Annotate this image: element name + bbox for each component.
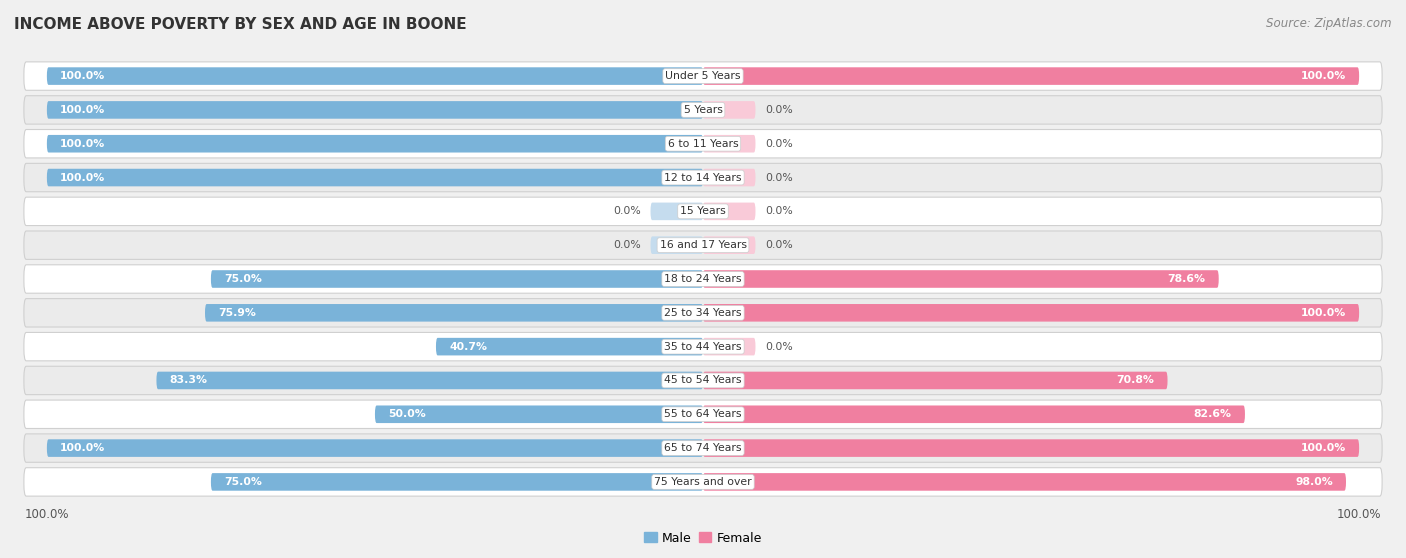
FancyBboxPatch shape <box>703 68 1360 85</box>
Legend: Male, Female: Male, Female <box>640 527 766 550</box>
FancyBboxPatch shape <box>46 135 703 152</box>
FancyBboxPatch shape <box>24 434 1382 462</box>
Text: 82.6%: 82.6% <box>1194 409 1232 419</box>
Text: 15 Years: 15 Years <box>681 206 725 217</box>
Text: 0.0%: 0.0% <box>765 105 793 115</box>
Text: 100.0%: 100.0% <box>60 443 105 453</box>
Text: 75.0%: 75.0% <box>224 477 262 487</box>
Text: 75.0%: 75.0% <box>224 274 262 284</box>
FancyBboxPatch shape <box>375 406 703 423</box>
Text: 100.0%: 100.0% <box>60 139 105 149</box>
FancyBboxPatch shape <box>703 270 1219 288</box>
FancyBboxPatch shape <box>703 473 1346 490</box>
FancyBboxPatch shape <box>703 304 1360 321</box>
FancyBboxPatch shape <box>46 101 703 119</box>
FancyBboxPatch shape <box>703 203 755 220</box>
Text: 100.0%: 100.0% <box>1301 71 1346 81</box>
Text: 16 and 17 Years: 16 and 17 Years <box>659 240 747 250</box>
FancyBboxPatch shape <box>703 237 755 254</box>
FancyBboxPatch shape <box>211 473 703 490</box>
Text: 0.0%: 0.0% <box>613 240 641 250</box>
FancyBboxPatch shape <box>24 231 1382 259</box>
Text: 45 to 54 Years: 45 to 54 Years <box>664 376 742 386</box>
Text: 100.0%: 100.0% <box>1301 308 1346 318</box>
FancyBboxPatch shape <box>24 400 1382 429</box>
Text: 40.7%: 40.7% <box>449 341 486 352</box>
FancyBboxPatch shape <box>24 333 1382 361</box>
FancyBboxPatch shape <box>46 169 703 186</box>
Text: 0.0%: 0.0% <box>765 206 793 217</box>
FancyBboxPatch shape <box>651 203 703 220</box>
Text: 78.6%: 78.6% <box>1167 274 1205 284</box>
FancyBboxPatch shape <box>205 304 703 321</box>
Text: 100.0%: 100.0% <box>1301 443 1346 453</box>
Text: 75.9%: 75.9% <box>218 308 256 318</box>
Text: 50.0%: 50.0% <box>388 409 426 419</box>
FancyBboxPatch shape <box>24 366 1382 395</box>
FancyBboxPatch shape <box>703 406 1244 423</box>
FancyBboxPatch shape <box>24 197 1382 225</box>
FancyBboxPatch shape <box>436 338 703 355</box>
Text: 98.0%: 98.0% <box>1295 477 1333 487</box>
FancyBboxPatch shape <box>703 338 755 355</box>
Text: 12 to 14 Years: 12 to 14 Years <box>664 172 742 182</box>
FancyBboxPatch shape <box>46 68 703 85</box>
Text: 25 to 34 Years: 25 to 34 Years <box>664 308 742 318</box>
Text: 5 Years: 5 Years <box>683 105 723 115</box>
FancyBboxPatch shape <box>703 439 1360 457</box>
FancyBboxPatch shape <box>156 372 703 389</box>
Text: 100.0%: 100.0% <box>60 71 105 81</box>
Text: Under 5 Years: Under 5 Years <box>665 71 741 81</box>
FancyBboxPatch shape <box>211 270 703 288</box>
FancyBboxPatch shape <box>24 265 1382 293</box>
Text: 65 to 74 Years: 65 to 74 Years <box>664 443 742 453</box>
Text: 0.0%: 0.0% <box>765 139 793 149</box>
Text: 0.0%: 0.0% <box>765 172 793 182</box>
FancyBboxPatch shape <box>24 163 1382 192</box>
Text: 35 to 44 Years: 35 to 44 Years <box>664 341 742 352</box>
FancyBboxPatch shape <box>651 237 703 254</box>
Text: 0.0%: 0.0% <box>613 206 641 217</box>
Text: 75 Years and over: 75 Years and over <box>654 477 752 487</box>
Text: Source: ZipAtlas.com: Source: ZipAtlas.com <box>1267 17 1392 30</box>
FancyBboxPatch shape <box>703 372 1167 389</box>
Text: 83.3%: 83.3% <box>170 376 208 386</box>
FancyBboxPatch shape <box>24 96 1382 124</box>
Text: 6 to 11 Years: 6 to 11 Years <box>668 139 738 149</box>
FancyBboxPatch shape <box>703 101 755 119</box>
Text: 55 to 64 Years: 55 to 64 Years <box>664 409 742 419</box>
Text: 100.0%: 100.0% <box>60 172 105 182</box>
Text: INCOME ABOVE POVERTY BY SEX AND AGE IN BOONE: INCOME ABOVE POVERTY BY SEX AND AGE IN B… <box>14 17 467 32</box>
FancyBboxPatch shape <box>46 439 703 457</box>
Text: 70.8%: 70.8% <box>1116 376 1154 386</box>
FancyBboxPatch shape <box>703 169 755 186</box>
FancyBboxPatch shape <box>24 62 1382 90</box>
Text: 100.0%: 100.0% <box>60 105 105 115</box>
FancyBboxPatch shape <box>24 468 1382 496</box>
Text: 0.0%: 0.0% <box>765 240 793 250</box>
FancyBboxPatch shape <box>24 129 1382 158</box>
Text: 0.0%: 0.0% <box>765 341 793 352</box>
FancyBboxPatch shape <box>24 299 1382 327</box>
Text: 18 to 24 Years: 18 to 24 Years <box>664 274 742 284</box>
FancyBboxPatch shape <box>703 135 755 152</box>
